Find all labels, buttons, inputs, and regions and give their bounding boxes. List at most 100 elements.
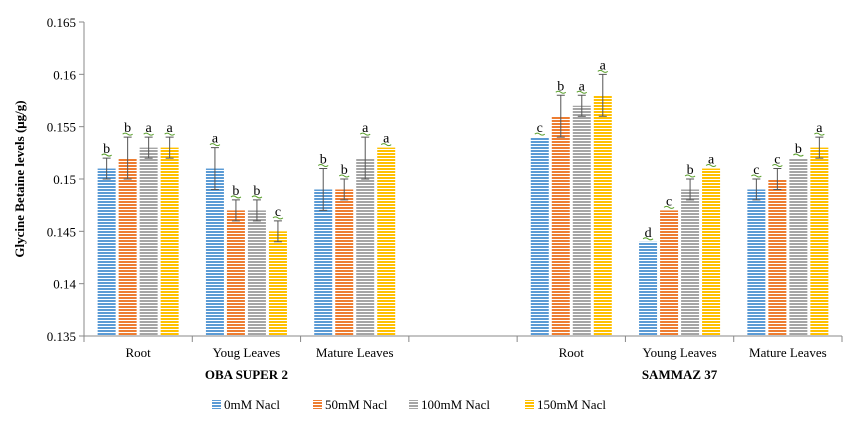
bar-100mm-nacl-mature-leaves bbox=[356, 158, 375, 336]
legend-label: 150mM Nacl bbox=[537, 397, 606, 412]
y-tick-label: 0.145 bbox=[47, 224, 76, 239]
significance-letter: b bbox=[320, 153, 327, 168]
bar-0mm-nacl-root bbox=[530, 137, 549, 336]
letter-underline bbox=[317, 164, 329, 168]
error-bar bbox=[598, 73, 607, 117]
legend-swatch-100mm-nacl bbox=[409, 400, 418, 409]
significance-letter: a bbox=[600, 58, 607, 73]
y-tick-label: 0.15 bbox=[53, 172, 76, 187]
letter-underline bbox=[143, 132, 154, 136]
letter-underline bbox=[359, 132, 371, 136]
significance-letter: a bbox=[167, 121, 174, 136]
bar-0mm-nacl-mature-leaves bbox=[314, 189, 333, 336]
letter-underline bbox=[576, 90, 588, 94]
significance-letter: b bbox=[795, 142, 802, 157]
significance-letter: b bbox=[557, 79, 564, 94]
letter-underline bbox=[101, 153, 112, 157]
bar-100mm-nacl-root bbox=[572, 105, 591, 336]
error-bar bbox=[273, 220, 282, 243]
bar-100mm-nacl-young-leaves bbox=[681, 189, 700, 336]
x-category-label: Young Leaves bbox=[642, 345, 716, 360]
error-bar bbox=[577, 94, 586, 117]
significance-letter: b bbox=[341, 163, 348, 178]
y-tick-label: 0.16 bbox=[53, 67, 76, 82]
error-bar bbox=[210, 147, 219, 190]
error-bar bbox=[144, 136, 153, 159]
y-tick-label: 0.165 bbox=[47, 15, 76, 30]
significance-letter: a bbox=[212, 132, 219, 147]
y-tick-label: 0.135 bbox=[47, 329, 76, 344]
letter-underline bbox=[642, 237, 654, 241]
letter-underline bbox=[380, 143, 392, 147]
significance-letter: b bbox=[687, 163, 694, 178]
significance-letter: a bbox=[708, 153, 715, 168]
bar-50mm-nacl-mature-leaves bbox=[768, 179, 787, 336]
letter-underline bbox=[684, 174, 696, 178]
significance-letter: a bbox=[362, 121, 369, 136]
legend-swatch-0mm-nacl bbox=[212, 400, 221, 409]
significance-letter: d bbox=[645, 226, 652, 241]
legend-label: 100mM Nacl bbox=[421, 397, 490, 412]
significance-letter: b bbox=[124, 121, 131, 136]
letter-underline bbox=[772, 164, 783, 168]
letter-underline bbox=[272, 216, 284, 220]
y-axis-label: Glycine Betaine levels (μg/g) bbox=[12, 100, 27, 257]
significance-letter: c bbox=[275, 205, 281, 220]
significance-letter: b bbox=[103, 142, 110, 157]
bar-150mm-nacl-young-leaves bbox=[702, 168, 721, 336]
x-category-label: Root bbox=[559, 345, 585, 360]
letter-underline bbox=[251, 195, 263, 199]
error-bar bbox=[319, 168, 328, 211]
significance-letter: c bbox=[774, 153, 780, 168]
bar-50mm-nacl-root bbox=[551, 116, 570, 336]
bar-150mm-nacl-root bbox=[593, 95, 612, 337]
x-category-label: Mature Leaves bbox=[316, 345, 394, 360]
bar-150mm-nacl-mature-leaves bbox=[377, 147, 396, 336]
bar-50mm-nacl-youg-leaves bbox=[226, 210, 245, 336]
x-category-label: Root bbox=[125, 345, 151, 360]
legend-label: 0mM Nacl bbox=[224, 397, 280, 412]
error-bar bbox=[123, 136, 132, 180]
y-tick-label: 0.155 bbox=[47, 120, 76, 135]
error-bar bbox=[231, 199, 240, 222]
letter-underline bbox=[663, 205, 675, 209]
significance-letter: a bbox=[383, 132, 390, 147]
error-bar bbox=[340, 178, 349, 201]
bar-50mm-nacl-young-leaves bbox=[660, 210, 679, 336]
bar-0mm-nacl-mature-leaves bbox=[747, 189, 766, 336]
bar-150mm-nacl-youg-leaves bbox=[268, 231, 287, 336]
significance-letter: b bbox=[232, 184, 239, 199]
error-bar bbox=[252, 199, 261, 222]
error-bar bbox=[165, 136, 174, 159]
significance-letter: c bbox=[753, 163, 759, 178]
letter-underline bbox=[230, 195, 242, 199]
significance-letter: b bbox=[253, 184, 260, 199]
error-bar bbox=[815, 136, 824, 159]
x-group-label: OBA SUPER 2 bbox=[205, 367, 288, 382]
bar-0mm-nacl-root bbox=[97, 168, 116, 336]
significance-letter: c bbox=[666, 194, 672, 209]
x-category-label: Mature Leaves bbox=[749, 345, 827, 360]
letter-underline bbox=[209, 143, 221, 147]
bar-0mm-nacl-youg-leaves bbox=[205, 168, 224, 336]
letter-underline bbox=[597, 69, 609, 73]
error-bar bbox=[773, 168, 782, 190]
letter-underline bbox=[705, 164, 717, 168]
bar-150mm-nacl-root bbox=[160, 147, 179, 336]
error-bar bbox=[752, 178, 761, 201]
y-tick-label: 0.14 bbox=[53, 277, 76, 292]
letter-underline bbox=[814, 132, 825, 136]
letter-underline bbox=[338, 174, 350, 178]
letter-underline bbox=[793, 153, 804, 157]
letter-underline bbox=[751, 174, 762, 178]
x-group-label: SAMMAZ 37 bbox=[642, 367, 718, 382]
significance-letter: a bbox=[146, 121, 153, 136]
error-bar bbox=[686, 178, 695, 201]
bar-50mm-nacl-root bbox=[118, 158, 137, 336]
error-bar bbox=[102, 157, 111, 180]
bar-150mm-nacl-mature-leaves bbox=[810, 147, 829, 336]
bar-100mm-nacl-mature-leaves bbox=[789, 158, 808, 336]
letter-underline bbox=[555, 90, 567, 94]
legend-label: 50mM Nacl bbox=[325, 397, 388, 412]
